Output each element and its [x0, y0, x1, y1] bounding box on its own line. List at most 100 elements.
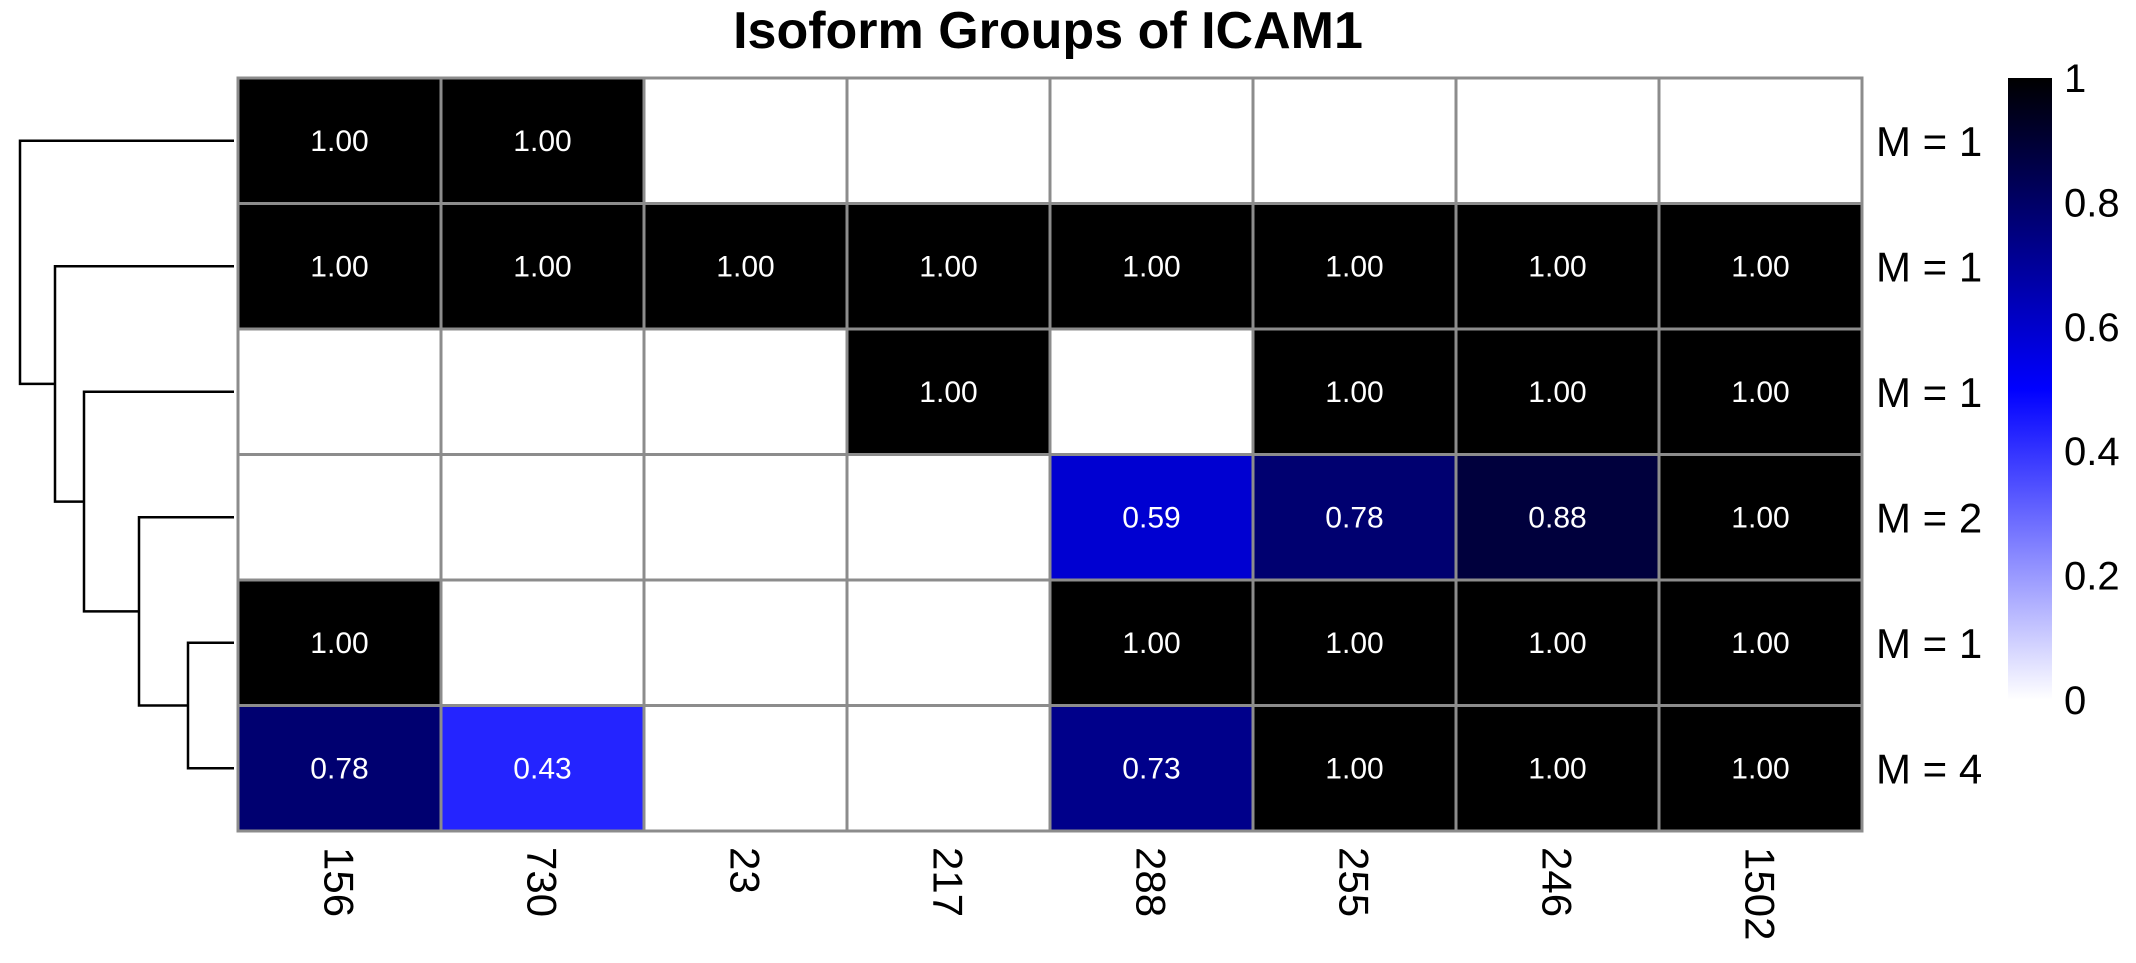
cell-value-label: 1.00 — [1528, 752, 1586, 785]
heatmap-cell — [439, 578, 646, 707]
column-label: 288 — [1128, 847, 1175, 917]
cell-value-label: 0.73 — [1122, 752, 1180, 785]
cell-value-label: 1.00 — [1731, 501, 1789, 534]
heatmap-cell — [642, 327, 849, 456]
heatmap-cell — [642, 453, 849, 582]
cell-value-label: 0.78 — [310, 752, 368, 785]
column-labels: 156 730 23 217 288 255 246 1502 — [316, 847, 1784, 940]
cell-value-label: 1.00 — [1122, 250, 1180, 283]
heatmap-cell — [845, 578, 1052, 707]
row-label: M = 1 — [1876, 118, 1982, 165]
heatmap-cell — [1251, 327, 1458, 456]
heatmap-cell — [1657, 453, 1864, 582]
column-label: 23 — [722, 847, 769, 894]
column-label: 217 — [925, 847, 972, 917]
row-label: M = 2 — [1876, 494, 1982, 541]
legend-color-bar — [2008, 78, 2052, 700]
row-label: M = 1 — [1876, 369, 1982, 416]
row-label: M = 1 — [1876, 243, 1982, 290]
dendrogram-link — [82, 390, 234, 613]
heatmap-cell — [642, 704, 849, 833]
heatmap-cell — [1048, 327, 1255, 456]
heatmap-cell — [1454, 76, 1661, 205]
heatmap-cell — [236, 578, 443, 707]
heatmap-cell — [1251, 76, 1458, 205]
heatmap-cell — [1657, 704, 1864, 833]
heatmap-cell — [1657, 578, 1864, 707]
heatmap-cell — [1048, 578, 1255, 707]
legend-tick-label: 0.8 — [2064, 181, 2120, 225]
heatmap-cell — [236, 202, 443, 331]
row-label: M = 4 — [1876, 745, 1982, 792]
legend-tick-label: 0 — [2064, 679, 2086, 723]
heatmap-cell — [1048, 76, 1255, 205]
dendrogram-link — [137, 516, 234, 707]
chart-title: Isoform Groups of ICAM1 — [733, 2, 1363, 60]
color-legend: 0 0.2 0.4 0.6 0.8 1 — [2008, 57, 2120, 723]
cell-value-label: 1.00 — [919, 376, 977, 409]
cell-value-label: 1.00 — [513, 250, 571, 283]
heatmap-cell — [1454, 453, 1661, 582]
cell-value-label: 1.00 — [1528, 627, 1586, 660]
heatmap-cell — [642, 76, 849, 205]
heatmap-cell — [439, 327, 646, 456]
cell-value-label: 0.43 — [513, 752, 571, 785]
heatmap-cell — [439, 76, 646, 205]
cell-value-label: 0.88 — [1528, 501, 1586, 534]
heatmap-cell — [1251, 453, 1458, 582]
heatmap-cell — [845, 453, 1052, 582]
cell-value-label: 1.00 — [1528, 376, 1586, 409]
heatmap-cell — [642, 578, 849, 707]
heatmap-cells: 1.00 1.00 1.00 1.00 1.00 1.00 1.00 1.00 1.00 1.00… — [236, 76, 1864, 833]
column-label: 156 — [316, 847, 363, 917]
cell-value-label: 0.78 — [1325, 501, 1383, 534]
heatmap-cell — [1251, 578, 1458, 707]
heatmap-cell — [439, 704, 646, 833]
row-dendrogram — [18, 139, 234, 770]
cell-value-label: 1.00 — [310, 125, 368, 158]
cell-value-label: 1.00 — [716, 250, 774, 283]
heatmap-cell — [439, 453, 646, 582]
dendrogram-link — [18, 139, 234, 386]
cell-value-label: 1.00 — [1731, 250, 1789, 283]
heatmap-cell — [236, 327, 443, 456]
row-labels: M = 1 M = 1 M = 1 M = 2 M = 1 M = 4 — [1876, 118, 1982, 793]
cell-value-label: 1.00 — [1325, 250, 1383, 283]
heatmap-cell — [1657, 202, 1864, 331]
column-label: 246 — [1534, 847, 1581, 917]
cell-value-label: 1.00 — [919, 250, 977, 283]
cell-value-label: 1.00 — [1731, 627, 1789, 660]
heatmap-cell — [1657, 76, 1864, 205]
dendrogram-link — [186, 641, 234, 770]
heatmap-cell — [1251, 704, 1458, 833]
cell-value-label: 1.00 — [513, 125, 571, 158]
row-label: M = 1 — [1876, 620, 1982, 667]
column-label: 1502 — [1737, 847, 1784, 940]
legend-tick-label: 0.2 — [2064, 555, 2120, 599]
cell-value-label: 1.00 — [1325, 627, 1383, 660]
heatmap-cell — [1454, 578, 1661, 707]
heatmap-cell — [845, 202, 1052, 331]
cell-value-label: 1.00 — [310, 627, 368, 660]
cell-value-label: 1.00 — [1731, 752, 1789, 785]
cell-value-label: 0.59 — [1122, 501, 1180, 534]
heatmap-cell — [1657, 327, 1864, 456]
heatmap-cell — [1251, 202, 1458, 331]
cell-value-label: 1.00 — [1731, 376, 1789, 409]
heatmap-cell — [1454, 704, 1661, 833]
heatmap-cell — [236, 453, 443, 582]
legend-tick-label: 0.4 — [2064, 430, 2120, 474]
legend-tick-label: 1 — [2064, 57, 2086, 101]
heatmap-cell — [236, 76, 443, 205]
cell-value-label: 1.00 — [1528, 250, 1586, 283]
cell-value-label: 1.00 — [1122, 627, 1180, 660]
cell-value-label: 1.00 — [1325, 376, 1383, 409]
legend-tick-label: 0.6 — [2064, 306, 2120, 350]
column-label: 730 — [519, 847, 566, 917]
heatmap-cell — [845, 704, 1052, 833]
cell-value-label: 1.00 — [310, 250, 368, 283]
column-label: 255 — [1331, 847, 1378, 917]
heatmap-cell — [845, 76, 1052, 205]
cell-value-label: 1.00 — [1325, 752, 1383, 785]
